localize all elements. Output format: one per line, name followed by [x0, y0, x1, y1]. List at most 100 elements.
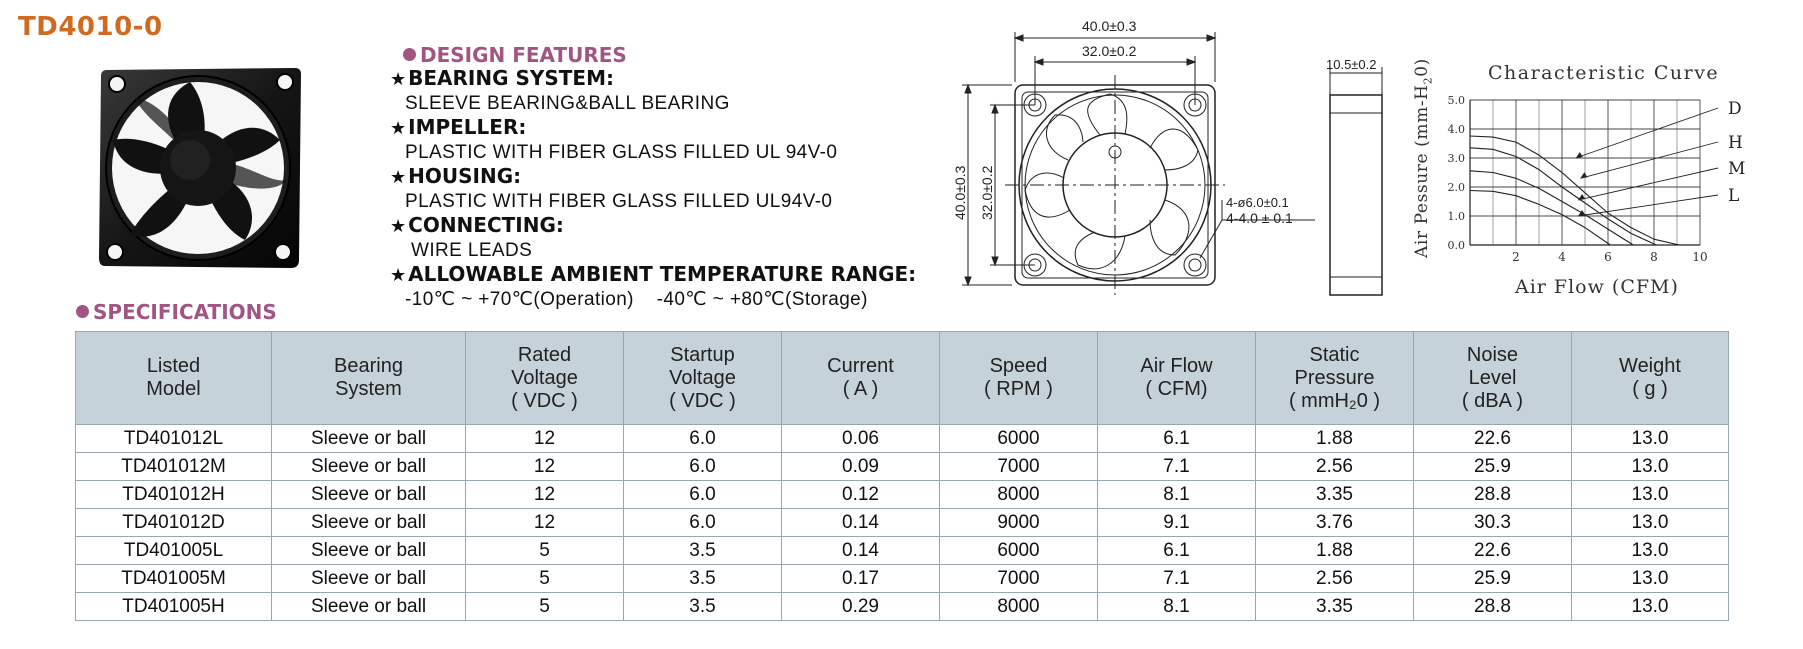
- design-features-heading: DESIGN FEATURES: [403, 43, 627, 67]
- column-header: Current( A ): [781, 331, 940, 425]
- table-cell: 8.1: [1097, 480, 1256, 509]
- table-cell: 12: [465, 508, 624, 537]
- column-header-line: ( dBA ): [1461, 389, 1524, 412]
- table-cell: 0.14: [781, 508, 940, 537]
- column-header-line: ( A ): [842, 378, 879, 400]
- table-cell: Sleeve or ball: [271, 592, 466, 621]
- table-cell: 7.1: [1097, 564, 1256, 593]
- table-cell: Sleeve or ball: [271, 508, 466, 537]
- table-cell: TD401005H: [75, 592, 272, 621]
- feature-label: HOUSING:: [408, 164, 522, 188]
- table-cell: TD401012H: [75, 480, 272, 509]
- table-cell: 22.6: [1413, 424, 1572, 453]
- column-header-line: Startup: [670, 343, 735, 366]
- table-cell: 6000: [939, 536, 1098, 565]
- table-row: TD401005H Sleeve or ball 5 3.5 0.29 8000 8.1 3.…: [75, 592, 1729, 621]
- feature-label: IMPELLER:: [408, 115, 527, 139]
- table-cell: 1.88: [1255, 424, 1414, 453]
- table-cell: 22.6: [1413, 536, 1572, 565]
- table-cell: Sleeve or ball: [271, 424, 466, 453]
- column-header-line: ( mmH₂0 ): [1288, 389, 1381, 412]
- leader-arrow-icon: [1575, 152, 1583, 158]
- chart-xlabel: Air Flow (CFM): [1515, 276, 1679, 298]
- table-cell: 7000: [939, 564, 1098, 593]
- x-tick-label: 4: [1558, 250, 1566, 264]
- series-leader-line: [1578, 194, 1719, 217]
- x-tick-label: 8: [1650, 250, 1658, 264]
- table-cell: 0.29: [781, 592, 940, 621]
- series-line-l: [1469, 189, 1611, 246]
- column-header: Speed( RPM ): [939, 331, 1098, 425]
- column-header-line: Current: [827, 355, 894, 377]
- table-cell: 6.0: [623, 508, 782, 537]
- column-header: Rated Voltage( VDC ): [465, 331, 624, 425]
- table-cell: 8000: [939, 592, 1098, 621]
- column-header-line: ( VDC ): [669, 389, 736, 412]
- table-cell: Sleeve or ball: [271, 536, 466, 565]
- table-cell: Sleeve or ball: [271, 564, 466, 593]
- table-cell: 3.5: [623, 536, 782, 565]
- design-features-list: ★ BEARING SYSTEM: SLEEVE BEARING&BALL BEA…: [390, 66, 930, 311]
- y-tick-label: 0.0: [1448, 239, 1466, 252]
- table-cell: 2.56: [1255, 564, 1414, 593]
- table-cell: 2.56: [1255, 452, 1414, 481]
- series-leader-line: [1580, 141, 1719, 179]
- table-cell: 13.0: [1571, 564, 1729, 593]
- table-cell: 6.0: [623, 480, 782, 509]
- column-header: Noise Level( dBA ): [1413, 331, 1572, 425]
- column-header-line: Bearing: [334, 355, 403, 377]
- feature-temperature-range: ★ ALLOWABLE AMBIENT TEMPERATURE RANGE: -1…: [390, 262, 930, 311]
- dim-hole-size: 4-4.0 ± 0.1: [1226, 210, 1293, 226]
- table-cell: Sleeve or ball: [271, 480, 466, 509]
- table-cell: TD401005L: [75, 536, 272, 565]
- dim-outer-width: 40.0±0.3: [1082, 20, 1137, 34]
- column-header-line: Level: [1468, 366, 1517, 389]
- table-cell: 12: [465, 452, 624, 481]
- column-header-line: Pressure: [1294, 366, 1375, 389]
- column-header-line: ( RPM ): [984, 378, 1053, 400]
- feature-label: BEARING SYSTEM:: [408, 66, 614, 90]
- leader-arrow-icon: [1578, 194, 1586, 201]
- leader-arrow-icon: [1578, 210, 1586, 216]
- table-row: TD401012D Sleeve or ball 12 6.0 0.14 9000 9.1 3…: [75, 508, 1729, 537]
- y-tick-label: 5.0: [1448, 94, 1466, 107]
- column-header-line: ( CFM): [1145, 378, 1208, 400]
- fan-product-photo: [99, 68, 301, 268]
- table-row: TD401012H Sleeve or ball 12 6.0 0.12 8000 8.1 3…: [75, 480, 1729, 509]
- column-header-line: Speed: [989, 355, 1048, 377]
- column-header-line: Noise: [1466, 343, 1519, 366]
- table-cell: 0.09: [781, 452, 940, 481]
- table-cell: 3.35: [1255, 480, 1414, 509]
- table-cell: 13.0: [1571, 452, 1729, 481]
- table-cell: TD401005M: [75, 564, 272, 593]
- feature-label: ALLOWABLE AMBIENT TEMPERATURE RANGE:: [408, 262, 917, 286]
- table-cell: 5: [465, 592, 624, 621]
- series-line-m: [1469, 170, 1634, 246]
- table-cell: Sleeve or ball: [271, 452, 466, 481]
- specifications-heading: SPECIFICATIONS: [76, 300, 277, 324]
- series-leader-line: [1577, 167, 1719, 201]
- table-cell: 5: [465, 564, 624, 593]
- table-cell: 7.1: [1097, 452, 1256, 481]
- column-header: Weight( g ): [1571, 331, 1729, 425]
- feature-impeller: ★ IMPELLER: PLASTIC WITH FIBER GLASS FILL…: [390, 115, 930, 164]
- column-header: Listed Model: [75, 331, 272, 425]
- table-cell: 13.0: [1571, 480, 1729, 509]
- column-header-line: Voltage: [669, 366, 736, 389]
- table-cell: 28.8: [1413, 592, 1572, 621]
- feature-connecting: ★ CONNECTING: WIRE LEADS: [390, 213, 930, 262]
- feature-value: PLASTIC WITH FIBER GLASS FILLED UL94V-0: [405, 191, 833, 212]
- dim-hole-spacing: 32.0±0.2: [1082, 43, 1137, 59]
- table-row: TD401005L Sleeve or ball 5 3.5 0.14 6000 6.1 1.…: [75, 536, 1729, 565]
- table-cell: 8.1: [1097, 592, 1256, 621]
- star-icon: ★: [390, 118, 407, 139]
- column-header: Air Flow( CFM): [1097, 331, 1256, 425]
- table-cell: 7000: [939, 452, 1098, 481]
- column-header: Static Pressure( mmH₂0 ): [1255, 331, 1414, 425]
- table-cell: TD401012D: [75, 508, 272, 537]
- column-header-line: Listed: [146, 355, 201, 377]
- table-cell: 6.1: [1097, 536, 1256, 565]
- series-line-d: [1469, 135, 1680, 246]
- table-cell: 13.0: [1571, 508, 1729, 537]
